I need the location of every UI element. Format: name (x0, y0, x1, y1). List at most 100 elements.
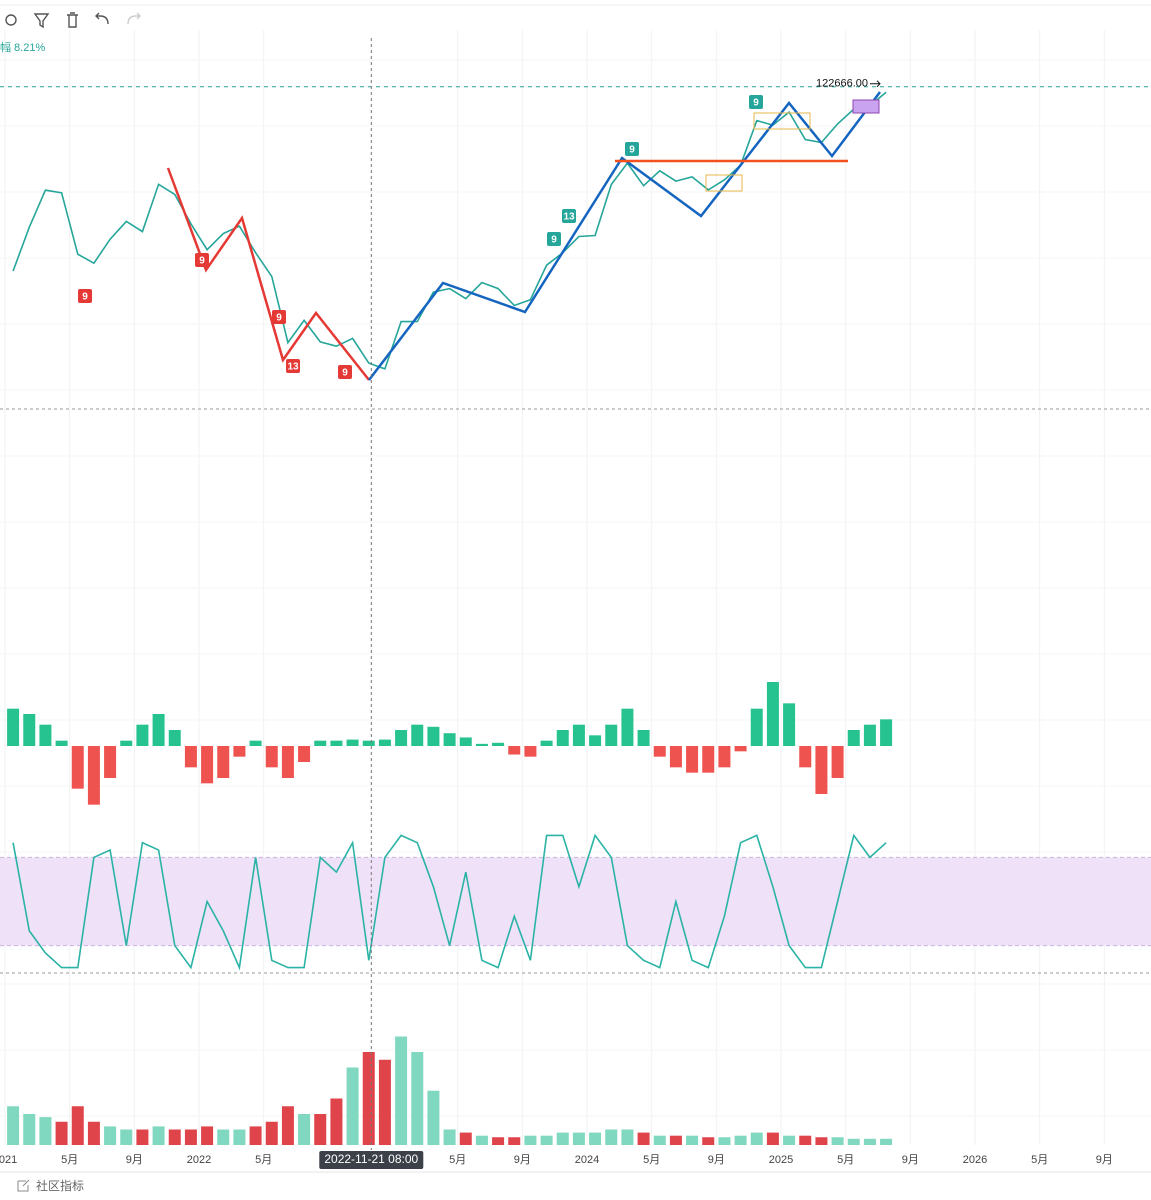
tool-undo[interactable] (95, 12, 109, 25)
wave-up (368, 91, 881, 381)
x-tick-label: 9月 (126, 1154, 143, 1166)
band (0, 857, 1151, 946)
bar (621, 708, 634, 746)
tool-delete[interactable] (67, 12, 78, 28)
bar (314, 1114, 327, 1145)
bar (314, 740, 327, 746)
bar (233, 746, 246, 757)
bar (492, 742, 505, 746)
bar (411, 1052, 424, 1145)
bar (508, 746, 521, 755)
bar (7, 1106, 20, 1145)
marker-bg (562, 209, 576, 223)
bar (330, 1098, 343, 1145)
bar (281, 746, 294, 778)
bar (217, 1129, 230, 1145)
bar (540, 740, 553, 746)
bar (87, 1121, 100, 1145)
bar (168, 1129, 181, 1145)
bar (120, 740, 133, 746)
bar (136, 1129, 149, 1145)
bar (443, 1129, 456, 1145)
marker-label: 9 (629, 145, 635, 156)
bar (686, 1135, 699, 1145)
marker-bg (338, 365, 352, 379)
bar (783, 1135, 796, 1145)
bar (637, 730, 650, 746)
bar (411, 724, 424, 746)
zone-box (852, 99, 880, 114)
markers: 9 9 9 13 9 9 13 9 9 (78, 95, 763, 379)
marker-label: 9 (199, 256, 205, 267)
bar (847, 730, 860, 746)
price-label: 122666.00 (816, 78, 868, 90)
bar (799, 1135, 812, 1145)
footer-label[interactable]: 社区指标 (36, 1178, 84, 1193)
tool-icon[interactable] (5, 14, 17, 26)
bar (540, 1135, 553, 1145)
toolbar (5, 12, 141, 29)
bar (71, 746, 84, 789)
bar (55, 740, 68, 746)
bar (669, 1135, 682, 1145)
bar (346, 1067, 359, 1145)
bar (201, 746, 214, 784)
bar (831, 1137, 844, 1145)
bar (443, 733, 456, 746)
bar (427, 1090, 440, 1145)
marker-label: 13 (287, 362, 299, 373)
bar (863, 1138, 876, 1145)
amplitude: 幅 8.21% (0, 41, 45, 54)
crosshair-label: 2022-11-21 08:00 (324, 1152, 418, 1166)
bar (783, 703, 796, 746)
grid (0, 30, 1151, 1145)
x-tick-label: 9月 (902, 1154, 919, 1166)
bar (395, 1036, 408, 1145)
bar (23, 714, 36, 746)
bar (87, 746, 100, 805)
marker-bg (286, 359, 300, 373)
bar (281, 1106, 294, 1145)
bar (362, 740, 375, 746)
bar (233, 1129, 246, 1145)
bar (750, 708, 763, 746)
marker-bg (547, 232, 561, 246)
bar (249, 1126, 262, 1145)
x-tick-label: 5月 (449, 1154, 466, 1166)
x-tick-label: 9月 (514, 1154, 531, 1166)
bar (475, 743, 488, 746)
bar (39, 1117, 52, 1145)
bar (524, 1135, 537, 1145)
bar (766, 1132, 779, 1145)
x-tick-label: 9月 (1096, 1154, 1113, 1166)
bar (831, 746, 844, 778)
marker-bg (195, 253, 209, 267)
bar (55, 1121, 68, 1145)
bar (184, 1129, 197, 1145)
tool-filter[interactable] (33, 13, 50, 29)
bar (750, 1132, 763, 1145)
x-tick-label: 2022 (187, 1154, 211, 1166)
x-tick-label: 5月 (61, 1154, 78, 1166)
x-tick-label: 9月 (708, 1154, 725, 1166)
bar (362, 1052, 375, 1145)
x-tick-label: 5月 (1031, 1154, 1048, 1166)
bar (589, 735, 602, 746)
bar (815, 1137, 828, 1145)
bar (23, 1114, 36, 1145)
bar (104, 746, 117, 778)
crosshair-label-bg (319, 1151, 424, 1169)
bar (152, 714, 165, 746)
bar (7, 708, 20, 746)
bar (880, 1138, 893, 1145)
bar (265, 746, 278, 768)
bar (799, 746, 812, 768)
x-tick-label: 5月 (837, 1154, 854, 1166)
bar (459, 737, 472, 746)
marker-bg (78, 289, 92, 303)
bar (395, 730, 408, 746)
x-tick-label: 2021 (0, 1154, 17, 1166)
bar (152, 1126, 165, 1145)
